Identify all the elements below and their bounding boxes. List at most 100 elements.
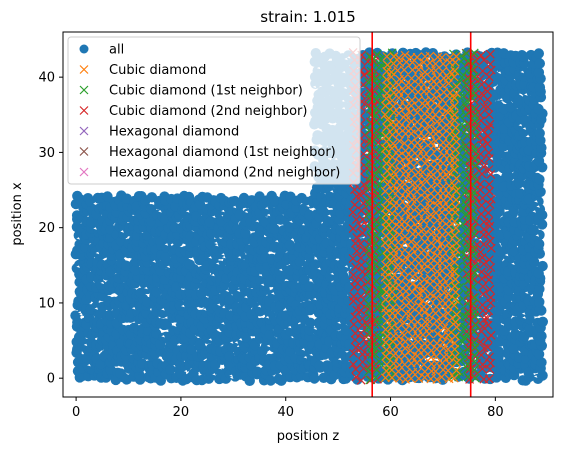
atom-gap [478,238,482,242]
cubic-diamond-marker [388,303,398,313]
all-atom-point [304,325,315,336]
y-tick-label: 40 [38,71,55,86]
all-atom-point [160,251,171,263]
cubic-diamond-2nd-neighbor-marker [359,180,369,190]
x-tick-label: 40 [277,405,294,420]
cubic-diamond-2nd-neighbor-marker [351,372,361,382]
all-atom-point [533,67,545,78]
all-atom-point [534,174,545,185]
cubic-diamond-1st-neighbor-marker [371,239,381,249]
cubic-diamond-1st-neighbor-marker [455,111,465,121]
atom-gap [266,344,271,348]
cubic-diamond-2nd-neighbor-marker [486,330,496,340]
cubic-diamond-marker [380,267,390,277]
cubic-diamond-1st-neighbor-marker [372,118,382,128]
cubic-diamond-marker [406,237,416,247]
all-atom-point [165,364,176,375]
cubic-diamond-1st-neighbor-marker [469,123,479,133]
cubic-diamond-1st-neighbor-marker [461,186,471,196]
all-atom-point [533,103,544,115]
all-atom-point [81,352,93,364]
cubic-diamond-1st-neighbor-marker [471,320,481,330]
cubic-diamond-marker [382,252,392,262]
cubic-diamond-1st-neighbor-marker [467,58,477,68]
cubic-diamond-2nd-neighbor-marker [478,289,488,299]
cubic-diamond-marker [450,217,460,227]
cubic-diamond-1st-neighbor-marker [470,262,480,272]
cubic-diamond-marker [418,282,428,292]
cubic-diamond-2nd-neighbor-marker [479,102,489,111]
cubic-diamond-marker [444,238,454,248]
cubic-diamond-2nd-neighbor-marker [362,320,372,330]
cubic-diamond-2nd-neighbor-marker [358,80,368,90]
all-atom-point [503,171,514,182]
cubic-diamond-1st-neighbor-marker [380,202,390,211]
cubic-diamond-2nd-neighbor-marker [356,305,366,315]
cubic-diamond-1st-neighbor-marker [378,52,388,62]
cubic-diamond-marker [401,252,411,262]
atom-gap [215,244,219,247]
cubic-diamond-2nd-neighbor-marker [356,275,366,284]
cubic-diamond-2nd-neighbor-marker [359,70,369,80]
all-atom-point [537,260,548,272]
cubic-diamond-2nd-neighbor-marker [478,193,488,203]
cubic-diamond-marker [432,375,442,384]
atom-gap [422,338,427,341]
cubic-diamond-marker [388,224,398,234]
cubic-diamond-marker [380,203,390,213]
cubic-diamond-marker [405,309,415,319]
cubic-diamond-1st-neighbor-marker [471,82,481,92]
atom-gap [158,210,162,213]
cubic-diamond-2nd-neighbor-marker [483,342,493,352]
plot-area [70,32,548,397]
all-atom-point [70,310,81,321]
cubic-diamond-1st-neighbor-marker [469,338,479,347]
cubic-diamond-2nd-neighbor-marker [485,200,495,210]
cubic-diamond-marker [399,317,409,327]
y-tick-label: 20 [38,221,55,236]
cubic-diamond-2nd-neighbor-marker [477,253,487,263]
atom-gap [161,308,165,311]
all-atom-point [134,374,146,385]
cubic-diamond-2nd-neighbor-marker [349,291,359,301]
atom-gap [120,230,124,233]
cubic-diamond-1st-neighbor-marker [364,323,374,332]
x-tick-label: 20 [173,405,190,420]
cubic-diamond-marker [437,266,447,276]
atom-gap [287,325,292,329]
cubic-diamond-1st-neighbor-marker [384,138,394,148]
cubic-diamond-1st-neighbor-marker [462,49,471,59]
cubic-diamond-marker [393,186,403,196]
cubic-diamond-marker [432,224,442,234]
cubic-diamond-2nd-neighbor-marker [484,165,494,174]
cubic-diamond-marker [443,308,453,318]
cubic-diamond-2nd-neighbor-marker [485,59,495,69]
atom-gap [344,265,349,268]
all-atom-point [120,260,132,271]
atom-gap [337,321,341,324]
cubic-diamond-1st-neighbor-marker [371,104,381,114]
atom-gap [317,267,321,270]
all-atom-point [264,329,276,340]
cubic-diamond-marker [381,325,391,334]
cubic-diamond-2nd-neighbor-marker [484,81,494,91]
cubic-diamond-marker [427,366,437,376]
atom-gap [211,273,215,277]
cubic-diamond-2nd-neighbor-marker [476,247,486,257]
cubic-diamond-marker [387,237,397,247]
cubic-diamond-marker [445,267,455,277]
cubic-diamond-marker [449,373,459,383]
cubic-diamond-1st-neighbor-marker [448,244,458,254]
cubic-diamond-2nd-neighbor-marker [485,186,494,196]
atom-gap [313,327,317,330]
cubic-diamond-marker [425,215,435,225]
cubic-diamond-2nd-neighbor-marker [358,228,367,238]
legend-label: Hexagonal diamond (2nd neighbor) [109,166,340,181]
cubic-diamond-1st-neighbor-marker [461,170,471,180]
all-atom-point [533,48,544,59]
cubic-diamond-2nd-neighbor-marker [476,50,486,60]
cubic-diamond-marker [444,202,453,212]
all-atom-point [95,279,107,290]
all-atom-point [537,316,548,327]
atom-gap [303,356,308,359]
